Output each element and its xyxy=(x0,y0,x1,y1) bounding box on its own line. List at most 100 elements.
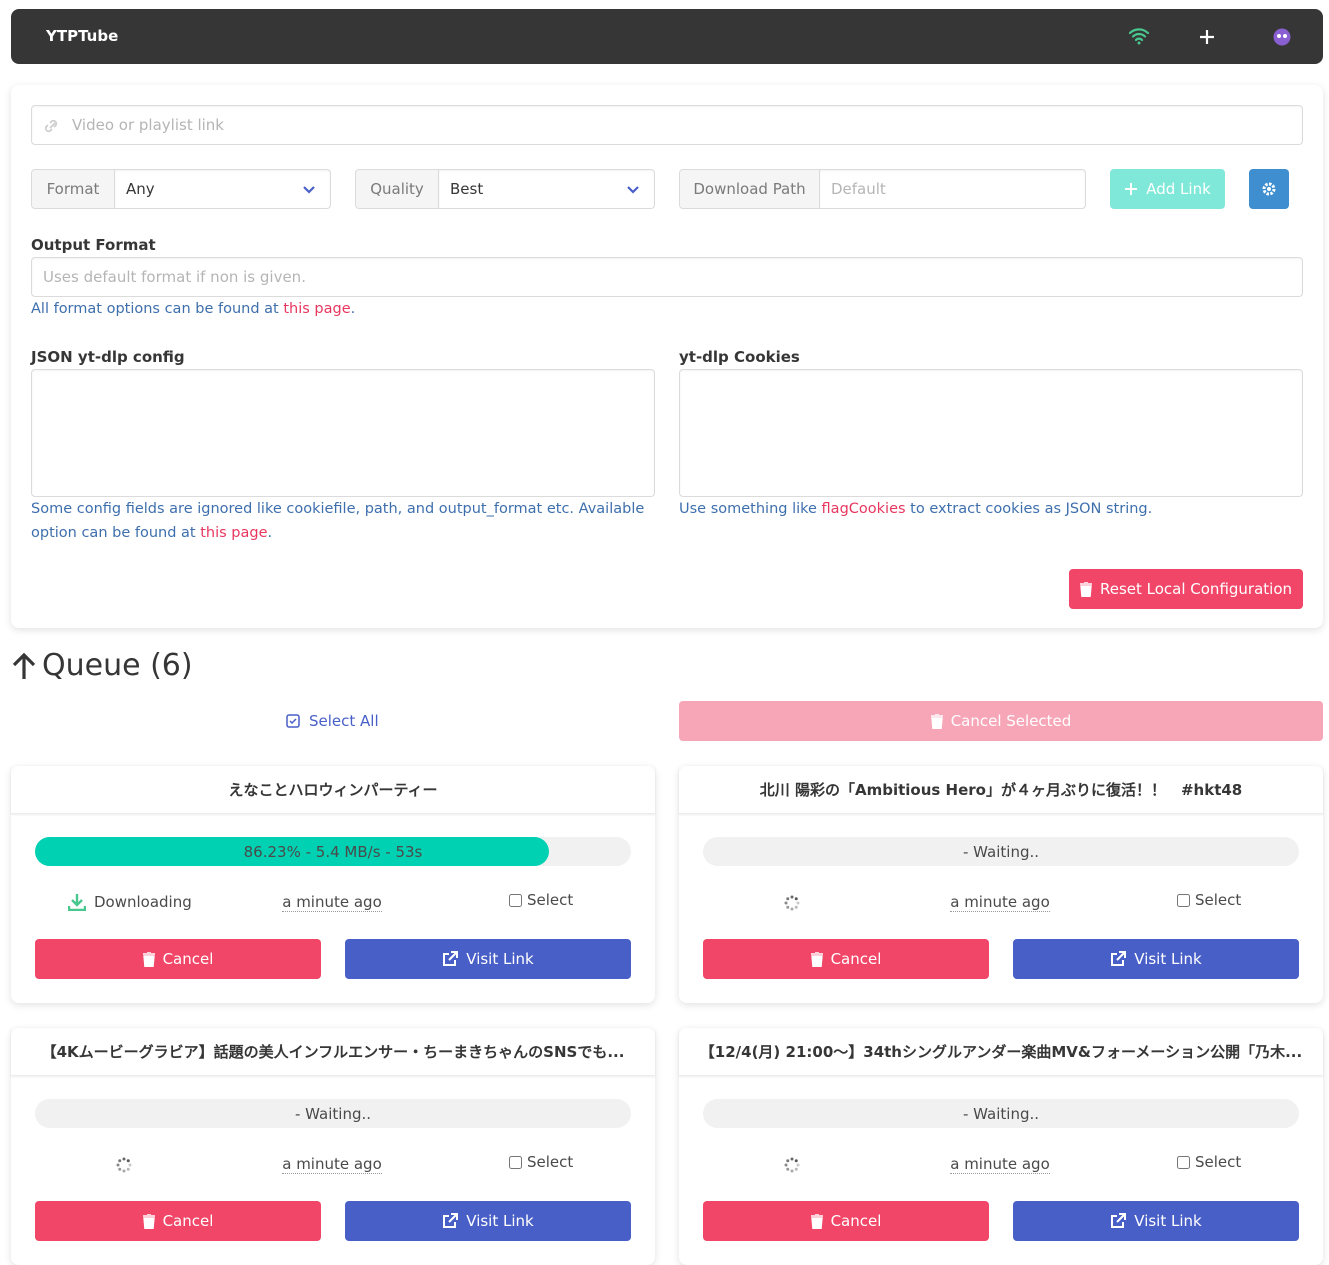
select-checkbox[interactable]: Select xyxy=(509,1153,573,1171)
time: a minute ago xyxy=(950,1155,1050,1174)
path-input[interactable]: Default xyxy=(819,169,1086,209)
gear-icon xyxy=(1262,182,1276,196)
text: . xyxy=(267,525,273,541)
label: Cancel xyxy=(830,1212,882,1230)
settings-button[interactable] xyxy=(1249,169,1289,209)
visit-link-button[interactable]: Visit Link xyxy=(1013,939,1299,979)
status-text: Downloading xyxy=(94,893,192,911)
progress-text: - Waiting.. xyxy=(294,1104,372,1123)
progress-track: - Waiting.. xyxy=(703,837,1299,866)
progress-text: 86.23% - 5.4 MB/s - 53s xyxy=(243,842,423,861)
cookies-textarea[interactable] xyxy=(679,369,1303,497)
cancel-button[interactable]: Cancel xyxy=(703,1201,989,1241)
time: a minute ago xyxy=(950,893,1050,912)
trash-icon xyxy=(810,951,823,967)
add-icon[interactable] xyxy=(1199,29,1215,45)
quality-addon: Quality xyxy=(355,169,439,209)
trash-icon xyxy=(142,951,155,967)
checkbox[interactable] xyxy=(1177,1155,1190,1169)
external-icon xyxy=(443,951,459,966)
form-card xyxy=(11,85,1323,628)
wifi-icon xyxy=(1128,28,1150,45)
status-spinner xyxy=(783,1156,801,1178)
placeholder: Uses default format if non is given. xyxy=(43,268,306,286)
cookies-label: yt-dlp Cookies xyxy=(679,348,800,366)
arrow-up-icon xyxy=(12,652,36,679)
url-input[interactable]: Video or playlist link xyxy=(31,105,1303,145)
trash-icon xyxy=(1079,581,1092,597)
select-all[interactable]: Select All xyxy=(286,712,379,730)
label: Cancel xyxy=(830,950,882,968)
queue-card: 【12/4(月) 21:00～】34thシングルアンダー楽曲MV&フォーメーショ… xyxy=(679,1028,1323,1265)
visit-link-button[interactable]: Visit Link xyxy=(345,1201,631,1241)
status: Downloading xyxy=(68,893,192,911)
select-checkbox[interactable]: Select xyxy=(1177,891,1241,909)
text: Use something like xyxy=(679,501,822,517)
time-ago: a minute ago xyxy=(900,1155,1100,1174)
link[interactable]: flagCookies xyxy=(821,501,906,517)
cancel-button[interactable]: Cancel xyxy=(35,939,321,979)
progress-track: 86.23% - 5.4 MB/s - 53s xyxy=(35,837,631,866)
select-label: Select xyxy=(1195,1153,1242,1171)
queue-card: 北川 陽彩の「Ambitious Hero」が４ヶ月ぶりに復活！！ #hkt48… xyxy=(679,766,1323,1003)
time: a minute ago xyxy=(282,1155,382,1174)
spinner xyxy=(116,1157,132,1173)
trash-icon xyxy=(142,1213,155,1229)
visit-link-button[interactable]: Visit Link xyxy=(1013,1201,1299,1241)
item-title: 北川 陽彩の「Ambitious Hero」が４ヶ月ぶりに復活！！ #hkt48 xyxy=(759,781,1243,799)
label: Visit Link xyxy=(1134,1212,1202,1230)
select-checkbox[interactable]: Select xyxy=(509,891,573,909)
visit-link-button[interactable]: Visit Link xyxy=(345,939,631,979)
progress-track: - Waiting.. xyxy=(703,1099,1299,1128)
queue-card: えなことハロウィンパーティー 86.23% - 5.4 MB/s - 53s Dow… xyxy=(11,766,655,1003)
output-label: Output Format xyxy=(31,236,156,254)
progress-text: - Waiting.. xyxy=(962,1104,1040,1123)
config-label: JSON yt-dlp config xyxy=(31,348,185,366)
card-header: えなことハロウィンパーティー xyxy=(11,766,655,814)
label: Select All xyxy=(309,712,379,730)
checkbox[interactable] xyxy=(509,893,522,907)
time-ago: a minute ago xyxy=(232,893,432,912)
label: Cancel xyxy=(162,1212,214,1230)
time-ago: a minute ago xyxy=(900,893,1100,912)
link[interactable]: this page xyxy=(200,525,268,541)
label: Reset Local Configuration xyxy=(1099,580,1293,598)
add-link-button[interactable]: Add Link xyxy=(1110,169,1225,209)
plus-icon xyxy=(1125,183,1138,195)
external-icon xyxy=(1111,951,1127,966)
avatar[interactable] xyxy=(1273,28,1291,46)
checkbox[interactable] xyxy=(509,1155,522,1169)
navbar: YTPTube xyxy=(11,9,1323,64)
quality-select[interactable]: Best xyxy=(438,169,655,209)
cancel-button[interactable]: Cancel xyxy=(703,939,989,979)
cancel-button[interactable]: Cancel xyxy=(35,1201,321,1241)
card-header: 北川 陽彩の「Ambitious Hero」が４ヶ月ぶりに復活！！ #hkt48 xyxy=(679,766,1323,814)
select-label: Select xyxy=(527,1153,574,1171)
placeholder: Default xyxy=(831,180,886,198)
text: Some config fields are ignored like cook… xyxy=(31,501,645,541)
trash-icon xyxy=(810,1213,823,1229)
status-spinner xyxy=(783,894,801,916)
label: Quality xyxy=(370,180,424,198)
time: a minute ago xyxy=(282,893,382,912)
brand[interactable]: YTPTube xyxy=(46,27,119,45)
config-textarea[interactable] xyxy=(31,369,655,497)
cookies-help: Use something like flagCookies to extrac… xyxy=(679,497,1152,521)
output-help: All format options can be found at this … xyxy=(31,297,355,321)
label: Format xyxy=(46,180,100,198)
time-ago: a minute ago xyxy=(232,1155,432,1174)
link[interactable]: this page xyxy=(283,301,351,317)
link-icon xyxy=(44,119,58,133)
format-select[interactable]: Any xyxy=(114,169,331,209)
label: Visit Link xyxy=(1134,950,1202,968)
item-title: えなことハロウィンパーティー xyxy=(228,781,438,799)
output-input[interactable]: Uses default format if non is given. xyxy=(31,257,1303,297)
reset-button[interactable]: Reset Local Configuration xyxy=(1069,569,1303,609)
text: to extract cookies as JSON string. xyxy=(905,501,1153,517)
text: . xyxy=(350,301,356,317)
checkbox[interactable] xyxy=(1177,893,1190,907)
placeholder: Video or playlist link xyxy=(72,116,224,134)
cancel-selected-button[interactable]: Cancel Selected xyxy=(679,701,1323,741)
select-checkbox[interactable]: Select xyxy=(1177,1153,1241,1171)
